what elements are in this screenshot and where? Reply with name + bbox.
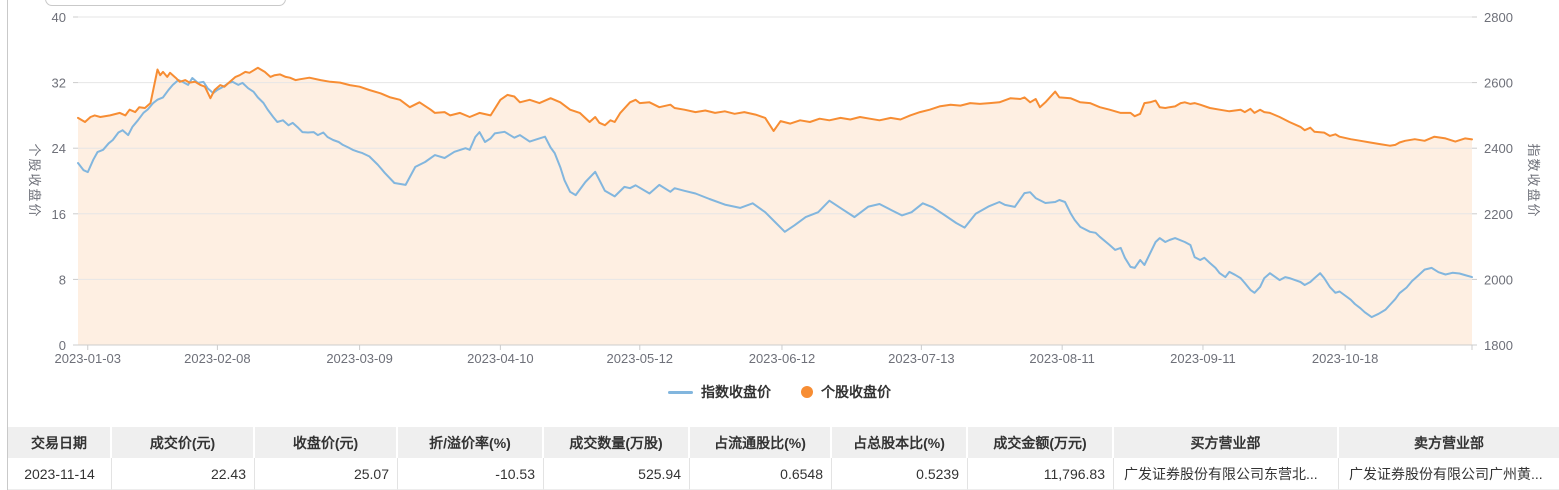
table-header-cell: 交易日期 [8,427,112,458]
left-axis-tick-label: 32 [52,76,66,91]
left-axis-tick-label: 8 [59,272,66,287]
x-axis-tick-label: 2023-04-10 [467,351,534,366]
legend-item[interactable]: 指数收盘价 [668,382,771,402]
right-axis-tick-label: 1800 [1484,338,1513,353]
x-axis-tick-label: 2023-05-12 [607,351,674,366]
right-axis-tick-label: 2400 [1484,141,1513,156]
table-cell: 11,796.83 [968,458,1114,490]
x-axis-tick-label: 2023-01-03 [55,351,122,366]
left-axis-tick-label: 16 [52,207,66,222]
legend-label: 指数收盘价 [701,384,771,400]
right-axis-tick-label: 2800 [1484,10,1513,25]
x-axis-tick-label: 2023-09-11 [1170,351,1236,366]
table-cell: 广发证券股份有限公司广州黄... [1339,458,1559,490]
table-header-cell: 成交金额(万元) [968,427,1114,458]
table-header-cell: 成交数量(万股) [544,427,690,458]
x-axis-tick-label: 2023-10-18 [1312,351,1379,366]
legend-item[interactable]: 个股收盘价 [801,382,891,402]
index-series-line [77,77,1473,319]
table-header-cell: 收盘价(元) [255,427,398,458]
table-cell: 25.07 [255,458,398,490]
table-cell: -10.53 [398,458,544,490]
table-cell: 2023-11-14 [8,458,112,490]
table-cell: 525.94 [544,458,690,490]
legend-label: 个股收盘价 [821,384,891,400]
table-header-cell: 买方营业部 [1114,427,1339,458]
right-axis-tick-label: 2000 [1484,272,1513,287]
x-axis-tick-label: 2023-08-11 [1029,351,1095,366]
table-cell: 广发证券股份有限公司东营北... [1114,458,1339,490]
panel-left-border [7,0,8,490]
x-axis-tick-label: 2023-02-08 [184,351,251,366]
x-axis-tick-label: 2023-07-13 [888,351,955,366]
table-header-cell: 成交价(元) [112,427,255,458]
table-header-cell: 卖方营业部 [1339,427,1559,458]
left-axis-tick-label: 24 [52,141,66,156]
table-cell: 0.6548 [690,458,832,490]
right-axis-tick-label: 2600 [1484,76,1513,91]
table-cell: 0.5239 [832,458,968,490]
table-header-cell: 折/溢价率(%) [398,427,544,458]
right-axis-tick-label: 2200 [1484,207,1513,222]
left-axis-tick-label: 40 [52,10,66,25]
table-header-cell: 占流通股比(%) [690,427,832,458]
stock-series-area [78,67,1472,346]
left-axis-name: 个股收盘价 [27,143,42,218]
legend-circle-marker [801,386,813,398]
block-trade-table: 交易日期 成交价(元) 收盘价(元) 折/溢价率(%) 成交数量(万股) 占流通股比(%)… [8,427,1559,490]
table-cell: 22.43 [112,458,255,490]
legend-line-marker [668,390,693,394]
right-axis-name: 指数收盘价 [1526,143,1541,218]
chart-legend: 指数收盘价 个股收盘价 [0,382,1559,402]
table-header-cell: 占总股本比(%) [832,427,968,458]
price-line-chart[interactable]: 0 8 16 24 32 40 1800 2000 2200 2400 2600 2800 2023-0… [0,0,1559,420]
left-axis-tick-label: 0 [59,338,66,353]
x-axis-tick-label: 2023-03-09 [326,351,393,366]
table-header-row: 交易日期 成交价(元) 收盘价(元) 折/溢价率(%) 成交数量(万股) 占流通股比(%)… [8,427,1559,458]
stock-series-line [77,66,1473,147]
x-axis-tick-label: 2023-06-12 [749,351,816,366]
table-row: 2023-11-14 22.43 25.07 -10.53 525.94 0.6548 0.… [8,458,1559,490]
